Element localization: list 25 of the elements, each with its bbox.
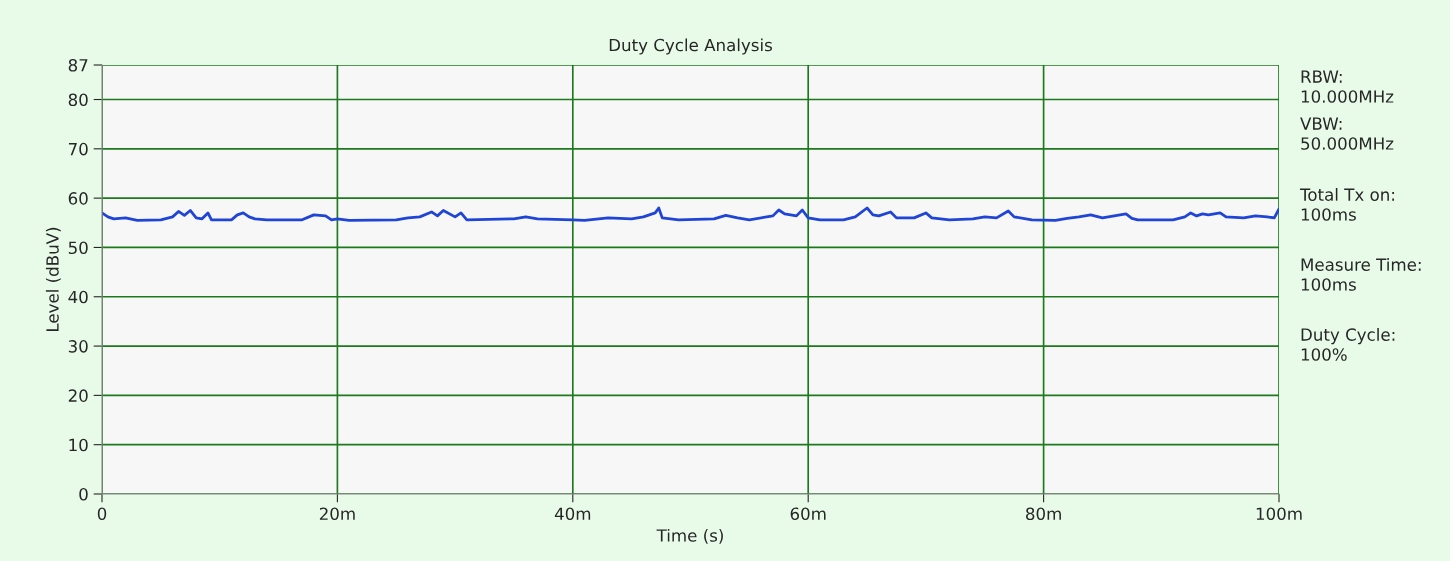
y-tick-label: 60	[68, 192, 88, 205]
y-tick-label: 20	[68, 389, 88, 402]
y-tick-label: 30	[68, 340, 88, 353]
y-axis-title: Level (dBuV)	[45, 227, 61, 332]
text: RBW: 10.000MHz	[1301, 70, 1394, 103]
x-tick-label: 80m	[1026, 507, 1061, 521]
y-tick-label: 70	[68, 142, 88, 156]
text: Measure Time: 100ms	[1301, 258, 1421, 291]
chart-title: Duty Cycle Analysis	[609, 38, 772, 55]
x-tick-label: 20m	[319, 507, 355, 521]
text: VBW: 50.000MHz	[1300, 117, 1394, 150]
x-tick-label: 100m	[1256, 507, 1302, 521]
y-tick-label: 40	[68, 290, 88, 304]
x-tick-label: 60m	[790, 507, 826, 521]
x-axis-title: Time (s)	[656, 528, 723, 544]
y-tick-label: 87	[68, 58, 88, 72]
y-tick-label: 80	[68, 93, 88, 107]
y-tick-label: 50	[68, 241, 88, 255]
text: Total Tx on: 100ms	[1299, 188, 1394, 221]
y-tick-label: 0	[79, 487, 88, 501]
x-tick-label: 40m	[554, 507, 591, 521]
x-tick-label: 0	[97, 507, 107, 521]
y-tick-label: 10	[69, 438, 88, 452]
text: Duty Cycle: 100%	[1301, 328, 1395, 361]
line-series	[102, 206, 1279, 222]
